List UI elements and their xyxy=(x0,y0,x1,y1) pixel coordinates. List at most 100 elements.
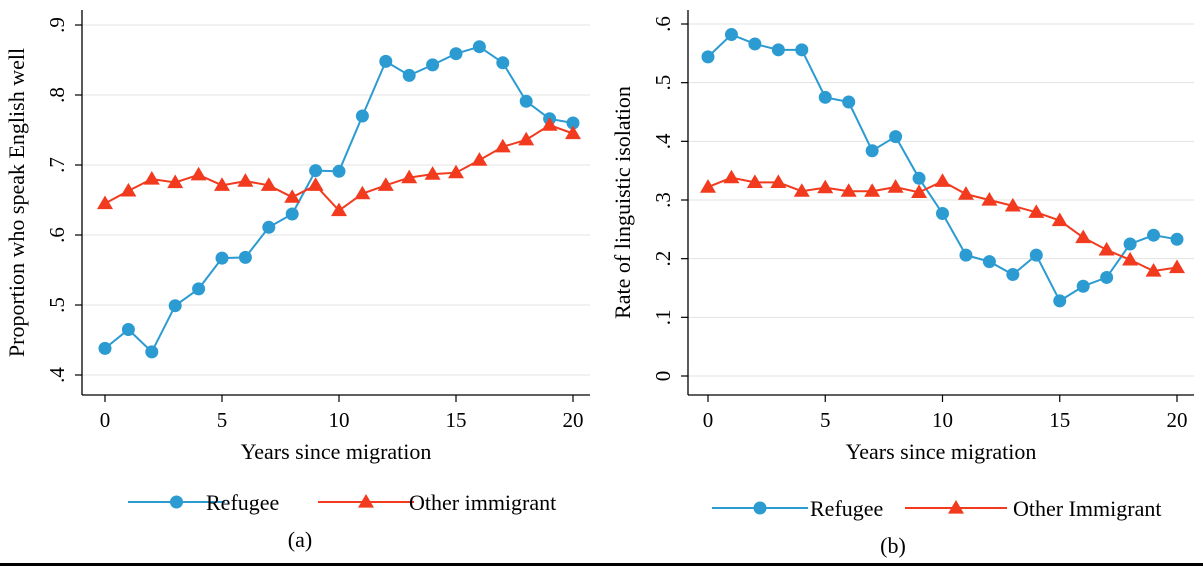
data-point xyxy=(402,68,416,82)
data-point xyxy=(262,220,276,234)
y-tick-label-4: .8 xyxy=(45,87,69,103)
data-point xyxy=(237,173,254,187)
data-point xyxy=(541,117,558,131)
legend-label-other-immigrant: Other Immigrant xyxy=(1013,496,1161,521)
data-point xyxy=(98,341,112,355)
x-tick-label-2: 10 xyxy=(329,408,350,432)
panel-b: 0 .1 .2 .3 .4 .5 .6 0 5 10 15 20 Years since migrati… xyxy=(610,10,1194,558)
data-point xyxy=(472,40,486,54)
data-point xyxy=(1169,259,1185,274)
data-point xyxy=(959,248,973,262)
data-point xyxy=(1028,204,1045,218)
series-refugee xyxy=(701,28,1184,308)
data-point xyxy=(238,250,252,264)
legend: Refugee Other immigrant xyxy=(128,490,556,515)
data-point xyxy=(865,144,879,158)
legend-label-refugee: Refugee xyxy=(810,496,883,521)
legend-marker-other-immigrant xyxy=(948,500,964,514)
data-point xyxy=(1076,279,1090,293)
data-point xyxy=(936,206,949,220)
data-point xyxy=(770,174,787,188)
y-axis-title: Proportion who speak English well xyxy=(4,48,29,357)
legend: Refugee Other Immigrant xyxy=(712,496,1161,521)
data-point xyxy=(332,164,346,178)
series-other-immigrant xyxy=(700,169,1185,277)
panel-a: .4 .5 .6 .7 .8 .9 0 5 10 15 20 Years since migratio… xyxy=(4,10,590,552)
x-tick-label-1: 5 xyxy=(217,408,228,432)
data-point xyxy=(143,171,160,185)
data-point xyxy=(167,174,184,189)
data-point xyxy=(864,183,881,197)
y-tick-label-3: .7 xyxy=(45,157,69,173)
data-point xyxy=(817,179,834,194)
data-point xyxy=(355,109,369,123)
y-tick-label-1: .1 xyxy=(651,309,675,325)
data-point xyxy=(889,130,903,144)
data-point xyxy=(1170,232,1184,246)
data-point xyxy=(771,43,785,57)
x-tick-label-4: 20 xyxy=(1167,408,1188,432)
data-point xyxy=(912,171,926,185)
data-point xyxy=(795,43,809,57)
y-tick-label-2: .6 xyxy=(45,227,69,243)
data-point xyxy=(1145,262,1162,277)
data-point xyxy=(518,131,535,146)
data-point xyxy=(354,185,371,200)
data-point xyxy=(700,179,716,193)
bottom-rule xyxy=(0,563,1203,566)
data-point xyxy=(449,47,463,61)
legend-marker-refugee xyxy=(753,501,767,515)
y-tick-label-0: 0 xyxy=(651,371,675,382)
data-point xyxy=(1053,294,1067,308)
data-point xyxy=(309,164,323,178)
data-point xyxy=(793,183,810,197)
data-point xyxy=(1100,270,1114,284)
data-point xyxy=(331,202,347,217)
x-tick-label-2: 10 xyxy=(932,408,953,432)
data-point xyxy=(284,189,301,203)
data-point xyxy=(121,323,135,336)
y-axis-title: Rate of linguistic isolation xyxy=(610,86,635,319)
data-point xyxy=(192,282,206,296)
data-point xyxy=(1075,229,1092,244)
data-point xyxy=(746,174,763,188)
data-point xyxy=(911,184,928,198)
data-point xyxy=(496,56,510,70)
x-tick-label-0: 0 xyxy=(703,408,714,432)
data-point xyxy=(168,299,182,313)
data-point xyxy=(190,166,207,181)
data-point xyxy=(307,177,324,191)
data-point xyxy=(566,116,580,130)
data-point xyxy=(1098,241,1115,256)
data-point xyxy=(701,50,715,64)
y-tick-label-5: .9 xyxy=(45,17,69,33)
data-point xyxy=(957,186,974,200)
data-point xyxy=(887,179,904,193)
panel-label: (b) xyxy=(880,533,906,558)
data-point xyxy=(519,94,533,108)
data-point xyxy=(379,54,393,68)
data-point xyxy=(565,125,581,140)
data-point xyxy=(260,177,277,191)
data-point xyxy=(424,166,441,180)
data-point xyxy=(494,138,511,153)
x-axis-title: Years since migration xyxy=(846,439,1037,464)
y-tick-label-5: .5 xyxy=(651,75,675,91)
data-point xyxy=(1029,248,1043,262)
data-point xyxy=(748,37,762,51)
data-point xyxy=(840,183,857,197)
data-point xyxy=(214,177,230,191)
x-tick-label-3: 15 xyxy=(446,408,467,432)
y-tick-label-4: .4 xyxy=(651,133,675,149)
data-point xyxy=(377,177,394,191)
data-point xyxy=(1122,251,1139,266)
data-point xyxy=(1004,197,1021,212)
data-point xyxy=(981,192,998,206)
data-point xyxy=(426,58,440,72)
series-line xyxy=(707,176,1178,273)
data-point xyxy=(285,207,299,221)
x-tick-label-3: 15 xyxy=(1049,408,1070,432)
x-tick-label-4: 20 xyxy=(563,408,584,432)
